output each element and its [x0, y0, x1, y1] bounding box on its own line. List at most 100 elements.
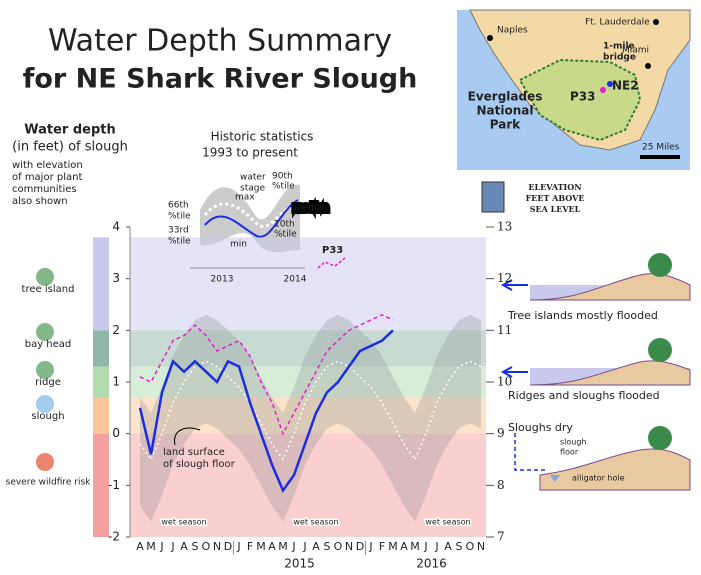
cross-sections: [481, 181, 691, 491]
zone-band: [130, 330, 486, 367]
zone-icon: [36, 268, 54, 286]
floor-arrow: [174, 427, 201, 446]
inset-band: [200, 184, 300, 253]
x-tick-label: S: [192, 540, 199, 553]
x-tick-label: J: [368, 540, 372, 553]
year-label: 2015: [284, 557, 315, 571]
y-note: communities: [12, 184, 77, 195]
map: [457, 9, 691, 170]
x-tick-label: M: [388, 540, 398, 553]
x-tick-label: A: [400, 540, 408, 553]
map-city: [487, 35, 493, 41]
section-ground: [539, 448, 691, 491]
inset-stage: [204, 199, 299, 238]
inset-x-label: 2014: [284, 275, 307, 285]
x-tick-label: J: [291, 540, 295, 553]
year-label: 2016: [416, 557, 447, 571]
arrow: [514, 433, 545, 471]
map-label: National: [477, 104, 534, 118]
x-tick-label: J: [434, 540, 438, 553]
zone-bar: [93, 433, 109, 537]
legend-label: P33: [322, 245, 343, 256]
y-axis-label: (in feet) of slough: [12, 140, 128, 155]
wet-arrow: [161, 518, 207, 526]
zone-bar: [93, 330, 109, 367]
inset-title: Historic statistics: [211, 130, 314, 144]
inset-label: %tile: [168, 212, 191, 222]
x-tick-label: S: [456, 540, 463, 553]
zone-icon: [36, 453, 54, 471]
y2-tick-label: 7: [497, 530, 505, 544]
x-tick-label: A: [180, 540, 188, 553]
map-label: Naples: [497, 26, 528, 36]
x-tick-label: O: [466, 540, 475, 553]
x-tick-label: M: [146, 540, 156, 553]
inset-median: [203, 202, 299, 228]
x-tick-label: N: [213, 540, 221, 553]
zone-band: [130, 237, 486, 331]
y2-tick-label: 12: [497, 271, 512, 285]
inset-label: water: [240, 173, 266, 183]
x-tick-label: N: [477, 540, 485, 553]
y-tick-label: 2: [112, 323, 120, 337]
floor-label: land surface: [163, 447, 225, 458]
zone-label: slough: [31, 411, 64, 422]
wet-season-label: wet season: [293, 518, 338, 527]
y-axis-label: Water depth: [24, 123, 116, 138]
arrow: [500, 366, 528, 378]
x-tick-label: D: [356, 540, 364, 553]
map-label: 1-mile: [603, 42, 635, 52]
section-ground: [529, 360, 691, 386]
caption: Sloughs dry: [508, 421, 573, 434]
x-tick-label: M: [256, 540, 266, 553]
inset-label: %tile: [272, 182, 295, 192]
section-label: floor: [560, 448, 579, 457]
y-tick-label: 1: [112, 375, 120, 389]
y2-tick-label: 8: [497, 478, 505, 492]
x-tick-label: J: [423, 540, 427, 553]
y2-tick-label: 13: [497, 220, 512, 234]
wet-season-label: wet season: [425, 518, 470, 527]
zone-label: tree island: [22, 284, 75, 295]
y-tick-label: 3: [112, 271, 120, 285]
x-tick-label: O: [202, 540, 211, 553]
map-label: Miami: [622, 46, 649, 56]
map-label: Ft. Lauderdale: [585, 18, 650, 28]
map-station: [600, 87, 606, 93]
y2-axis-label: ELEVATION: [528, 182, 581, 192]
section-tree: [648, 338, 672, 362]
map-label: 25 Miles: [642, 143, 680, 153]
y-note: of major plant: [12, 172, 82, 183]
caption: Ridges and sloughs flooded: [508, 389, 660, 402]
zone-bar: [93, 366, 109, 398]
section-tree: [648, 253, 672, 277]
map-label: Everglades: [468, 90, 543, 104]
x-tick-label: N: [345, 540, 353, 553]
x-tick-label: A: [268, 540, 276, 553]
zone-label: severe wildfire risk: [6, 478, 92, 488]
y-note: also shown: [12, 196, 68, 207]
y2-axis-label: FEET ABOVE: [526, 193, 585, 203]
inset-label: stage: [240, 184, 265, 194]
section-label: slough: [560, 438, 587, 447]
gauge-icon: [481, 181, 505, 213]
inset-label: 66th: [168, 201, 189, 211]
series-line: [139, 314, 394, 436]
x-tick-label: J: [170, 540, 174, 553]
inset-label: 90th: [272, 172, 293, 182]
map-label: bridge: [603, 53, 636, 63]
inset-label: 33rd: [168, 226, 189, 236]
section-ground: [529, 273, 691, 301]
legend-swatch: [317, 257, 346, 269]
x-tick-label: A: [136, 540, 144, 553]
map-label: NE2: [612, 79, 639, 93]
y2-tick-label: 10: [497, 375, 512, 389]
x-tick-label: J: [236, 540, 240, 553]
x-tick-label: M: [278, 540, 288, 553]
zone-bar: [93, 397, 109, 434]
x-tick-label: J: [302, 540, 306, 553]
wet-arrow: [293, 518, 339, 526]
x-tick-label: D: [224, 540, 232, 553]
zone-label: ridge: [35, 377, 61, 388]
